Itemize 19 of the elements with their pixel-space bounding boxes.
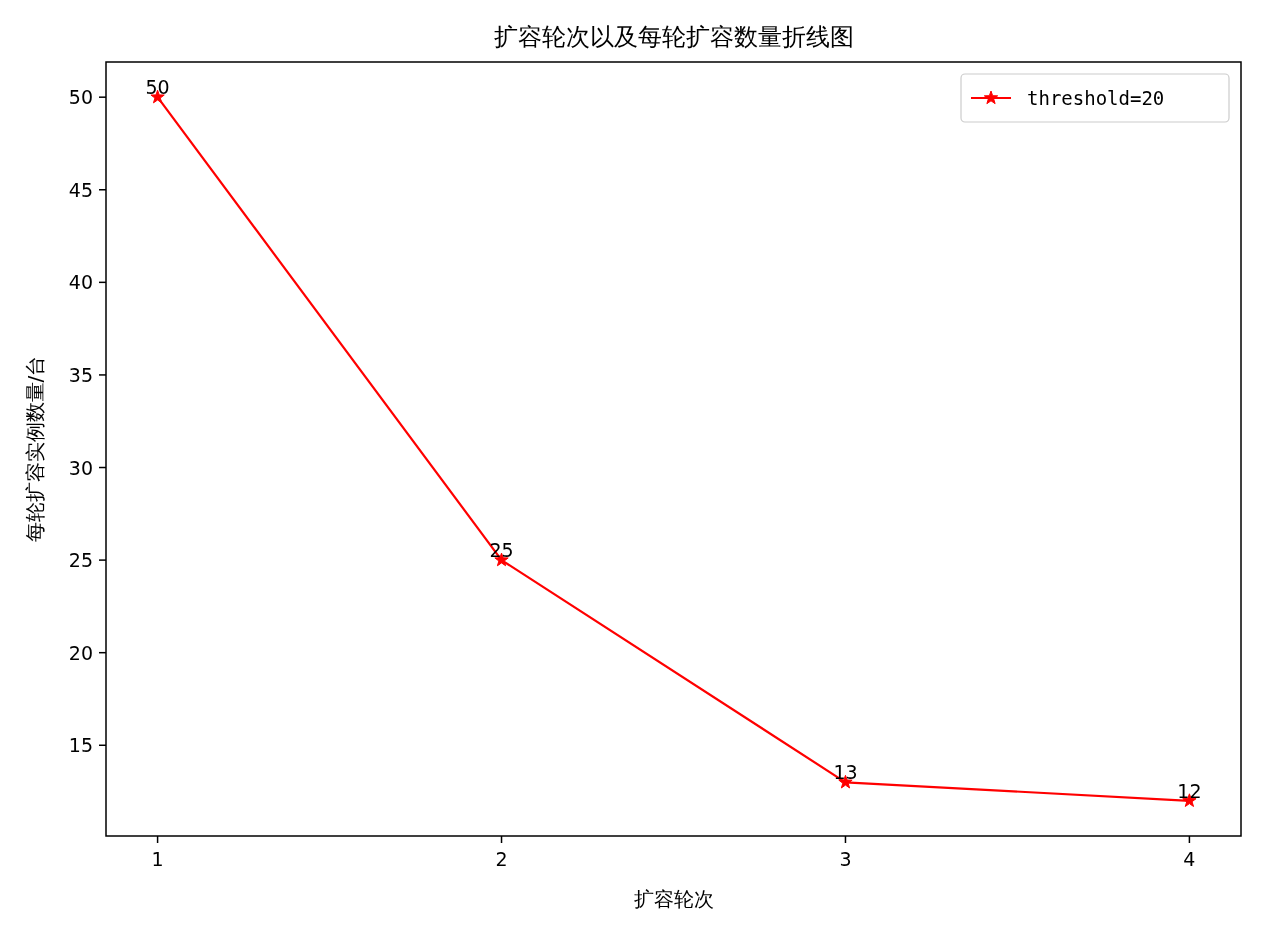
y-tick-label: 50 <box>68 86 93 109</box>
data-label: 12 <box>1177 779 1202 802</box>
y-tick-label: 25 <box>68 549 93 572</box>
legend-label: threshold=20 <box>1027 87 1165 109</box>
data-label: 13 <box>833 761 858 784</box>
y-tick-label: 20 <box>68 641 93 664</box>
y-tick-label: 40 <box>68 271 93 294</box>
data-label: 50 <box>145 76 170 99</box>
x-tick-label: 3 <box>839 848 852 870</box>
x-tick-label: 1 <box>151 848 164 870</box>
chart-title: 扩容轮次以及每轮扩容数量折线图 <box>493 23 854 51</box>
y-tick-label: 45 <box>68 178 93 201</box>
x-tick-label: 4 <box>1183 848 1196 870</box>
y-tick-label: 15 <box>68 734 93 757</box>
x-tick-label: 2 <box>495 848 508 870</box>
y-tick-label: 30 <box>68 456 93 479</box>
x-axis-title: 扩容轮次 <box>633 887 714 911</box>
y-tick-label: 35 <box>68 363 93 386</box>
y-axis-title: 每轮扩容实例数量/台 <box>23 355 47 543</box>
